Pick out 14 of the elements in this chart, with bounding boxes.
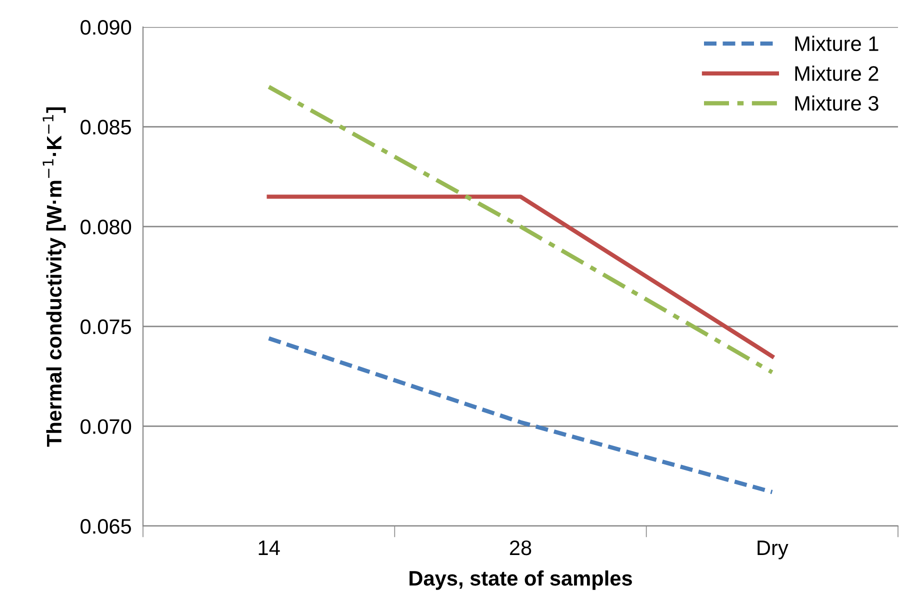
x-tick-label: 28 xyxy=(510,540,532,556)
legend-label: Mixture 2 xyxy=(795,66,878,81)
legend-label: Mixture 1 xyxy=(795,36,878,52)
y-axis-title: Thermal conductivity [W·m$^{−1}$·K$^{−1}$] xyxy=(42,107,66,447)
legend-label: Mixture 3 xyxy=(795,95,878,111)
y-tick-label: 0.090 xyxy=(80,20,132,35)
y-tick-label: 0.065 xyxy=(80,519,132,534)
x-tick-label: 14 xyxy=(258,540,280,555)
y-tick-label: 0.075 xyxy=(80,319,132,334)
x-axis-title: Days, state of samples xyxy=(410,570,632,590)
y-tick-label: 0.080 xyxy=(80,220,132,234)
y-tick-label: 0.085 xyxy=(80,120,132,135)
x-tick-label: Dry xyxy=(758,540,788,560)
y-tick-label: 0.070 xyxy=(80,419,132,434)
